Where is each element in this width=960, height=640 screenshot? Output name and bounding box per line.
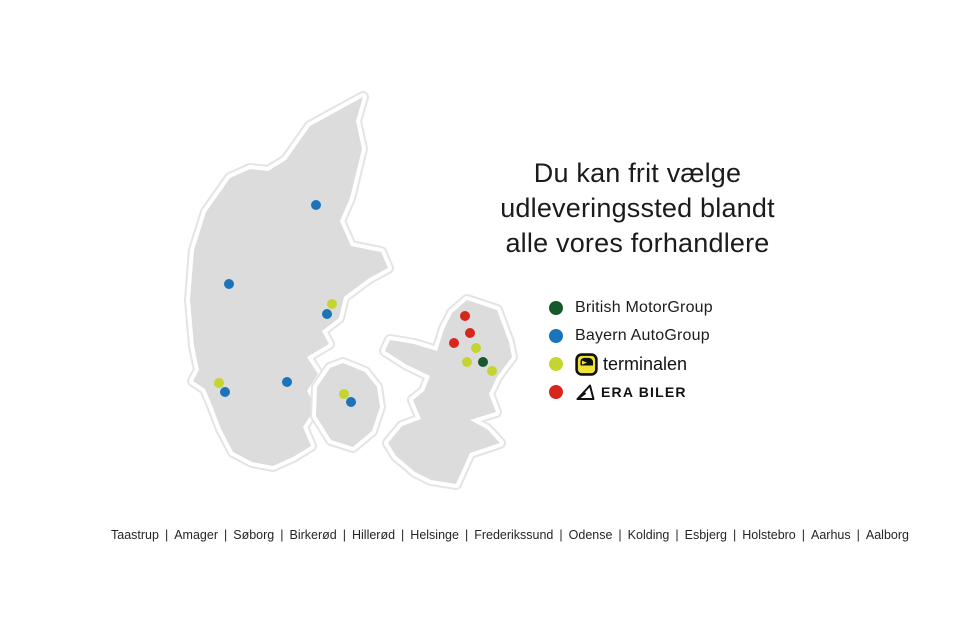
terminalen-logo-icon [575, 352, 598, 376]
city-label: Odense [568, 528, 613, 542]
page-title-line-1: Du kan frit vælge [533, 158, 742, 188]
city-list: Taastrup | Amager | Søborg | Birkerød | Hillerød… [60, 528, 960, 548]
dealer-markers [214, 200, 497, 407]
era-biler-logo-fold [576, 392, 586, 400]
dealer-marker-terminalen [327, 299, 337, 309]
page-title-line-3: alle vores forhandlere [505, 228, 770, 258]
city-separator: | [280, 528, 284, 542]
dealer-marker-bayern [282, 377, 292, 387]
dealer-marker-bayern [224, 279, 234, 289]
dealer-marker-terminalen [214, 378, 224, 388]
legend-item-terminalen: terminalen [549, 350, 713, 378]
dealer-marker-british [478, 357, 488, 367]
era-biler-dot-icon [549, 385, 563, 399]
city-separator: | [559, 528, 563, 542]
landmass-zealand [385, 300, 512, 484]
dealer-marker-era [449, 338, 459, 348]
city-label: Esbjerg [684, 528, 728, 542]
city-label: Helsinge [410, 528, 459, 542]
city-label: Amager [174, 528, 218, 542]
city-separator: | [224, 528, 228, 542]
city-label: Taastrup [111, 528, 159, 542]
dealer-marker-era [465, 328, 475, 338]
city-label: Birkerød [289, 528, 337, 542]
legend-item-era-biler: ERA BILER [549, 378, 713, 406]
city-separator: | [733, 528, 737, 542]
terminalen-dot [549, 357, 563, 371]
city-separator: | [342, 528, 346, 542]
era-biler-logo-triangle [576, 384, 595, 400]
dealer-marker-bayern [311, 200, 321, 210]
dealer-marker-bayern [220, 387, 230, 397]
city-separator: | [675, 528, 679, 542]
legend-item-british-motorgroup: British MotorGroup [549, 294, 713, 322]
city-separator: | [401, 528, 405, 542]
british-motorgroup-dot-icon [549, 301, 563, 315]
legend-label-bayern-autogroup: Bayern AutoGroup [575, 327, 710, 344]
city-label: Frederikssund [474, 528, 554, 542]
dealer-marker-terminalen [339, 389, 349, 399]
era-biler-dot [549, 385, 563, 399]
page-title: Du kan frit vælge udleveringssted blandt… [450, 156, 825, 261]
dealer-marker-terminalen [487, 366, 497, 376]
dealer-marker-bayern [322, 309, 332, 319]
city-label: Søborg [233, 528, 275, 542]
dealer-marker-terminalen [471, 343, 481, 353]
city-separator: | [164, 528, 169, 542]
bayern-autogroup-dot [549, 329, 563, 343]
dealer-marker-terminalen [462, 357, 472, 367]
british-motorgroup-dot [549, 301, 563, 315]
legend-label-era-biler: ERA BILER [601, 384, 687, 400]
city-separator: | [856, 528, 860, 542]
city-label: Hillerød [351, 528, 396, 542]
city-separator: | [464, 528, 469, 542]
era-biler-logo-icon [575, 383, 596, 402]
city-label: Aarhus [811, 528, 851, 542]
dealer-legend: British MotorGroup Bayern AutoGroup term… [549, 294, 713, 406]
city-label: Kolding [627, 528, 670, 542]
city-separator: | [801, 528, 806, 542]
bayern-autogroup-dot-icon [549, 329, 563, 343]
city-label: Holstebro [742, 528, 796, 542]
dealer-marker-bayern [346, 397, 356, 407]
page-title-line-2: udleveringssted blandt [500, 193, 775, 223]
terminalen-logo-arrow [582, 360, 587, 365]
city-label: Aalborg [865, 528, 909, 542]
dealer-marker-era [460, 311, 470, 321]
terminalen-dot-icon [549, 357, 563, 371]
legend-item-bayern-autogroup: Bayern AutoGroup [549, 322, 713, 350]
legend-label-british-motorgroup: British MotorGroup [575, 299, 713, 316]
legend-label-terminalen: terminalen [603, 353, 688, 374]
city-separator: | [618, 528, 622, 542]
